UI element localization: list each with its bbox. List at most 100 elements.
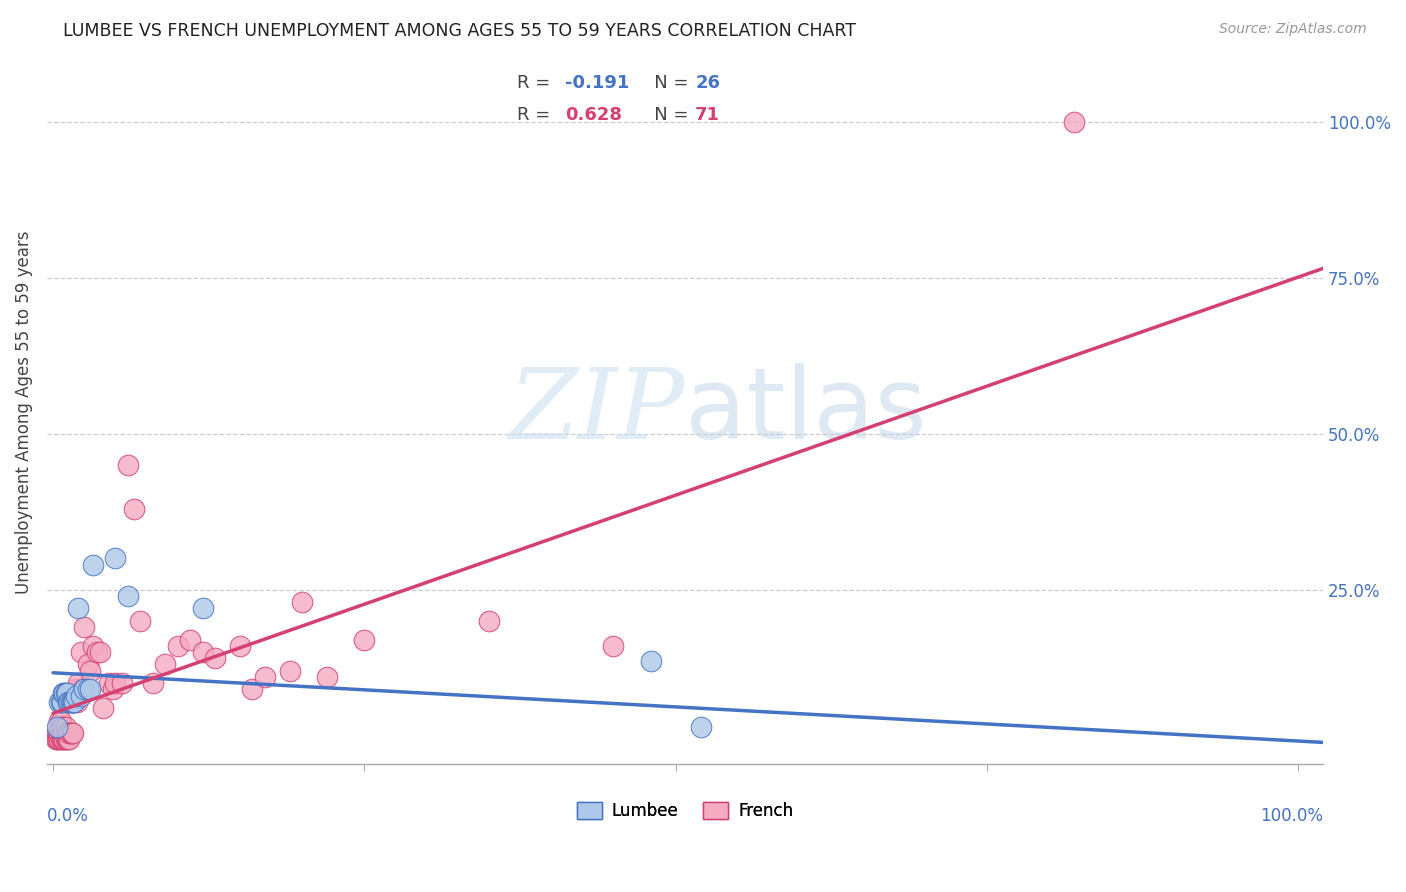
Point bbox=[66, 676, 89, 690]
Point bbox=[689, 720, 711, 734]
Point bbox=[66, 601, 89, 615]
Point bbox=[49, 714, 72, 728]
Point bbox=[51, 695, 73, 709]
Point bbox=[55, 726, 77, 740]
Point bbox=[48, 714, 70, 728]
Point bbox=[77, 682, 100, 697]
Point bbox=[58, 732, 80, 747]
Point bbox=[51, 732, 73, 747]
Point bbox=[63, 695, 86, 709]
Point bbox=[58, 695, 80, 709]
Point bbox=[45, 732, 67, 747]
Point bbox=[166, 639, 188, 653]
Text: 0.0%: 0.0% bbox=[46, 806, 89, 824]
Point bbox=[77, 657, 100, 672]
Text: ZIP: ZIP bbox=[509, 364, 685, 459]
Point bbox=[49, 726, 72, 740]
Point bbox=[63, 695, 86, 709]
Point bbox=[56, 685, 79, 699]
Point bbox=[129, 614, 152, 628]
Point bbox=[56, 726, 79, 740]
Point bbox=[122, 501, 145, 516]
Point bbox=[60, 726, 83, 740]
Point bbox=[73, 682, 96, 697]
Point bbox=[291, 595, 314, 609]
Point bbox=[56, 695, 79, 709]
Point bbox=[353, 632, 375, 647]
Text: 71: 71 bbox=[695, 105, 720, 124]
Text: 0.628: 0.628 bbox=[565, 105, 621, 124]
Point bbox=[73, 620, 96, 634]
Point bbox=[48, 720, 70, 734]
Point bbox=[49, 720, 72, 734]
Point bbox=[69, 689, 91, 703]
Point bbox=[191, 645, 214, 659]
Point bbox=[316, 670, 339, 684]
Point bbox=[62, 695, 84, 709]
Point bbox=[72, 682, 94, 697]
Point bbox=[142, 676, 165, 690]
Point bbox=[65, 689, 87, 703]
Point bbox=[45, 720, 67, 734]
Point bbox=[56, 726, 79, 740]
Point bbox=[60, 695, 83, 709]
Point bbox=[478, 614, 501, 628]
Point bbox=[91, 701, 114, 715]
Text: atlas: atlas bbox=[685, 363, 927, 460]
Legend: Lumbee, French: Lumbee, French bbox=[569, 795, 800, 826]
Point bbox=[602, 639, 624, 653]
Text: 100.0%: 100.0% bbox=[1260, 806, 1323, 824]
Point bbox=[89, 645, 111, 659]
Text: R =: R = bbox=[516, 105, 555, 124]
Point bbox=[48, 695, 70, 709]
Point bbox=[86, 645, 108, 659]
Point bbox=[56, 732, 79, 747]
Text: N =: N = bbox=[637, 105, 693, 124]
Point bbox=[55, 685, 77, 699]
Text: R =: R = bbox=[516, 74, 555, 92]
Point bbox=[53, 732, 76, 747]
Text: -0.191: -0.191 bbox=[565, 74, 630, 92]
Point bbox=[52, 720, 75, 734]
Point bbox=[52, 726, 75, 740]
Point bbox=[79, 682, 101, 697]
Point bbox=[48, 732, 70, 747]
Point bbox=[229, 639, 252, 653]
Point bbox=[56, 732, 79, 747]
Point bbox=[101, 682, 124, 697]
Point bbox=[59, 726, 82, 740]
Text: N =: N = bbox=[637, 74, 693, 92]
Point bbox=[45, 726, 67, 740]
Point bbox=[53, 685, 76, 699]
Point bbox=[117, 589, 139, 603]
Point bbox=[60, 695, 83, 709]
Point bbox=[46, 726, 69, 740]
Point bbox=[278, 664, 301, 678]
Point bbox=[51, 726, 73, 740]
Point bbox=[46, 732, 69, 747]
Point bbox=[110, 676, 132, 690]
Text: LUMBEE VS FRENCH UNEMPLOYMENT AMONG AGES 55 TO 59 YEARS CORRELATION CHART: LUMBEE VS FRENCH UNEMPLOYMENT AMONG AGES… bbox=[63, 22, 856, 40]
Point bbox=[55, 720, 77, 734]
Y-axis label: Unemployment Among Ages 55 to 59 years: Unemployment Among Ages 55 to 59 years bbox=[15, 230, 32, 594]
Point bbox=[59, 695, 82, 709]
Point bbox=[104, 676, 127, 690]
Point bbox=[52, 732, 75, 747]
Text: 26: 26 bbox=[695, 74, 720, 92]
Point bbox=[179, 632, 201, 647]
Point bbox=[62, 695, 84, 709]
Point bbox=[79, 664, 101, 678]
Point bbox=[153, 657, 176, 672]
Point bbox=[55, 732, 77, 747]
Point bbox=[82, 639, 104, 653]
Point bbox=[69, 645, 91, 659]
Point bbox=[253, 670, 276, 684]
Point bbox=[104, 551, 127, 566]
Point bbox=[58, 726, 80, 740]
Point bbox=[66, 695, 89, 709]
Point bbox=[191, 601, 214, 615]
Point bbox=[204, 651, 226, 665]
Point bbox=[117, 458, 139, 472]
Point bbox=[240, 682, 263, 697]
Point bbox=[82, 558, 104, 572]
